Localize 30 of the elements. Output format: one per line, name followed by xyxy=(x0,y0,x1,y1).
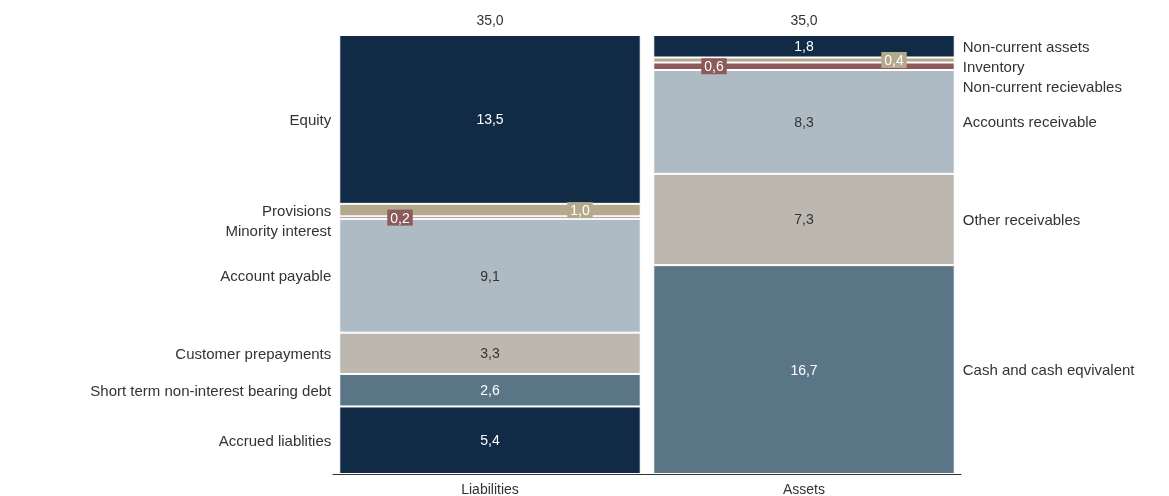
data-label: 7,3 xyxy=(794,211,814,228)
series-label: Customer prepayments xyxy=(175,344,332,362)
data-label: 9,1 xyxy=(480,267,500,284)
x-tick-label: Liabilities xyxy=(461,481,519,496)
data-label: 5,4 xyxy=(480,432,500,449)
data-label: 0,4 xyxy=(884,52,904,69)
series-label: Other receivables xyxy=(962,210,1081,228)
data-label: 0,6 xyxy=(704,58,724,75)
x-tick-label: Assets xyxy=(782,481,826,496)
series-label: Cash and cash eqvivalent xyxy=(962,361,1136,379)
series-label: Minority interest xyxy=(225,221,333,239)
series-label: Account payable xyxy=(220,267,332,285)
data-label: 1,8 xyxy=(794,38,814,55)
total-label: 35,0 xyxy=(476,12,504,28)
data-label: 1,0 xyxy=(570,202,590,219)
series-label: Accounts receivable xyxy=(962,113,1097,131)
data-label: 2,6 xyxy=(480,382,500,399)
series-label: Provisions xyxy=(262,201,332,219)
series-label: Non-current assets xyxy=(962,37,1090,55)
total-label: 35,0 xyxy=(790,12,818,28)
series-label: Equity xyxy=(289,110,332,128)
data-label: 16,7 xyxy=(790,361,818,378)
series-label: Inventory xyxy=(962,57,1025,75)
data-label: 3,3 xyxy=(480,345,500,362)
series-label: Non-current recievables xyxy=(962,77,1122,95)
data-label: 13,5 xyxy=(476,111,504,128)
series-label: Accrued liablities xyxy=(218,431,332,449)
data-label: 8,3 xyxy=(794,113,814,130)
series-label: Short term non-interest bearing debt xyxy=(90,381,333,399)
data-label: 0,2 xyxy=(390,209,410,226)
